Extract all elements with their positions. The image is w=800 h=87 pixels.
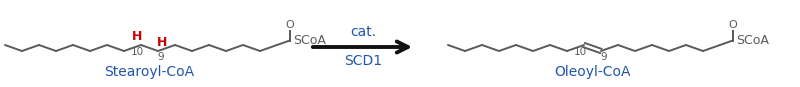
Text: 9: 9	[601, 52, 607, 62]
Text: SCD1: SCD1	[344, 54, 382, 68]
Text: SCoA: SCoA	[293, 34, 326, 47]
Text: SCoA: SCoA	[736, 34, 769, 47]
Text: 10: 10	[130, 47, 143, 57]
Text: Oleoyl-CoA: Oleoyl-CoA	[554, 65, 630, 79]
Text: Stearoyl-CoA: Stearoyl-CoA	[105, 65, 194, 79]
Text: H: H	[132, 30, 142, 43]
Text: H: H	[157, 36, 167, 49]
Text: 9: 9	[158, 52, 164, 62]
Text: O: O	[728, 19, 737, 29]
Text: cat.: cat.	[350, 25, 376, 39]
Text: 10: 10	[574, 47, 586, 57]
Text: O: O	[286, 19, 294, 29]
